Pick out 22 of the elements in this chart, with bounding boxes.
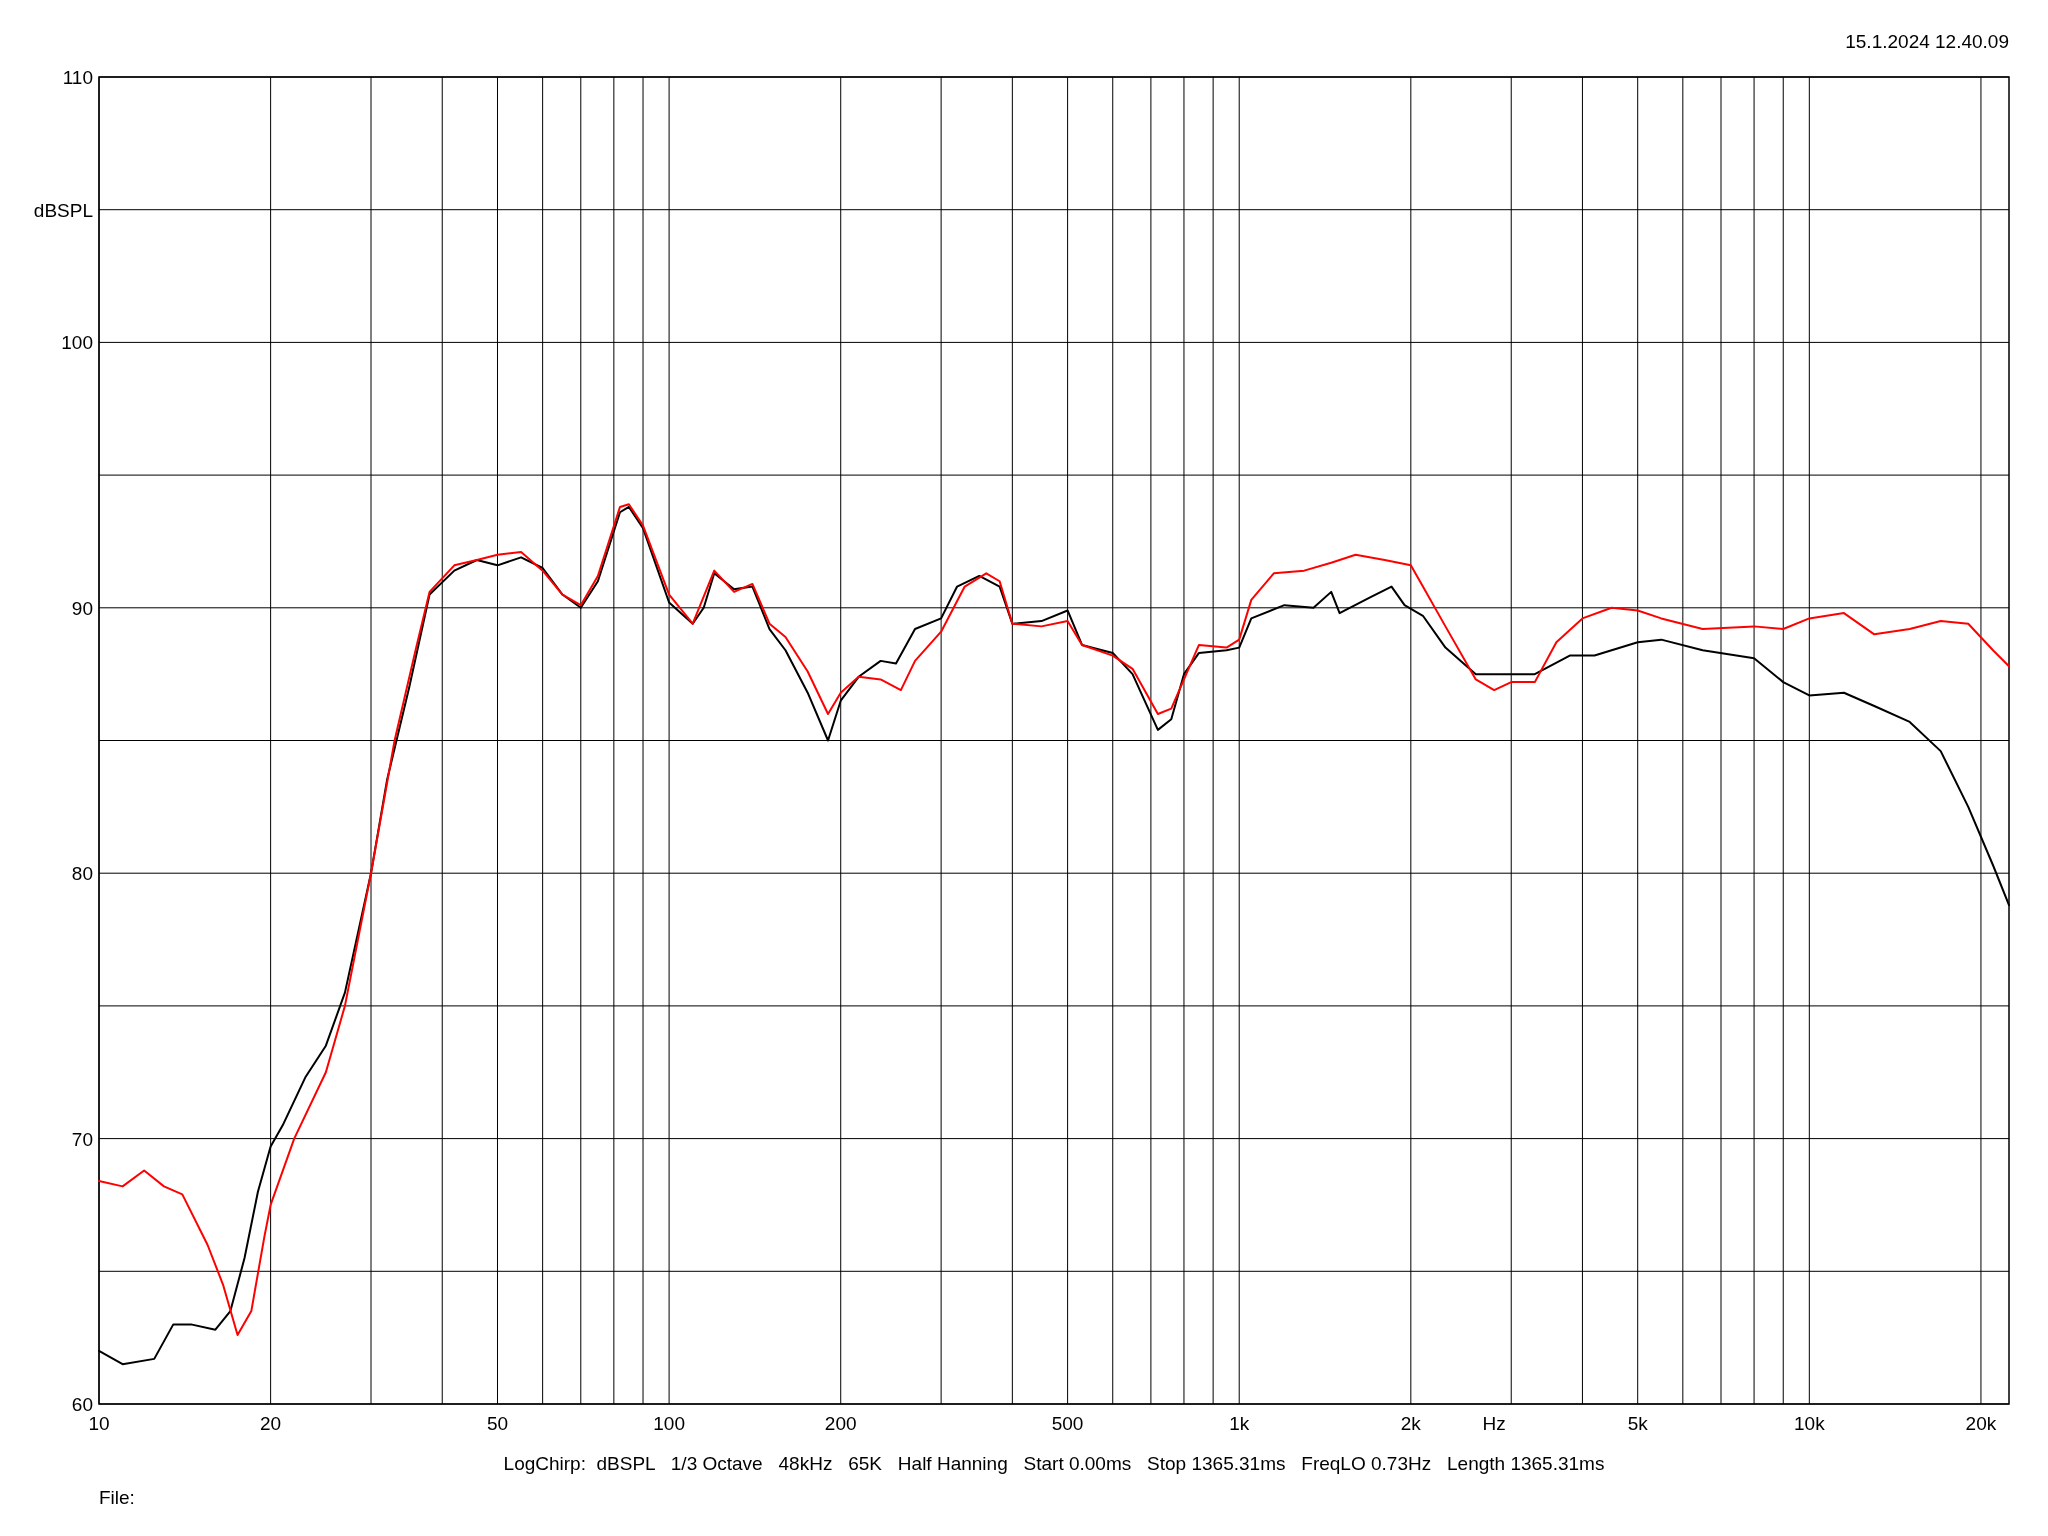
x-tick-label: 10 [88, 1413, 110, 1434]
text: LogChirp: dBSPL 1/3 Octave 48kHz 65K Half Hanning Start 0.00ms Stop 1365.31ms FreqLO 0.73Hz Length 1365.31ms [503, 1453, 1605, 1474]
x-tick-label: 5k [1627, 1413, 1649, 1434]
x-tick-label: 100 [653, 1413, 685, 1434]
y-tick-label: 60 [71, 1394, 93, 1415]
y-axis-title: dBSPL [33, 199, 93, 221]
x-tick-label: 500 [1051, 1413, 1084, 1434]
x-tick-label: 20 [260, 1413, 282, 1434]
text: File: [99, 1487, 135, 1508]
x-tick-label: 200 [824, 1413, 857, 1434]
x-tick-label: 10k [1794, 1413, 1826, 1434]
y-tick-label: 70 [71, 1128, 93, 1150]
x-axis-title: Hz [1482, 1413, 1506, 1434]
x-tick-label: 50 [486, 1413, 509, 1434]
x-tick-label: 1k [1229, 1413, 1250, 1434]
y-tick-label: 100 [61, 332, 93, 354]
y-tick-label: 110 [62, 67, 93, 88]
y-tick-label: 80 [71, 863, 93, 885]
y-tick-label: 90 [71, 597, 93, 619]
x-tick-label: 20k [1965, 1413, 1997, 1434]
text: 15.1.2024 12.40.09 [1845, 31, 2009, 52]
x-tick-label: 2k [1400, 1413, 1422, 1434]
